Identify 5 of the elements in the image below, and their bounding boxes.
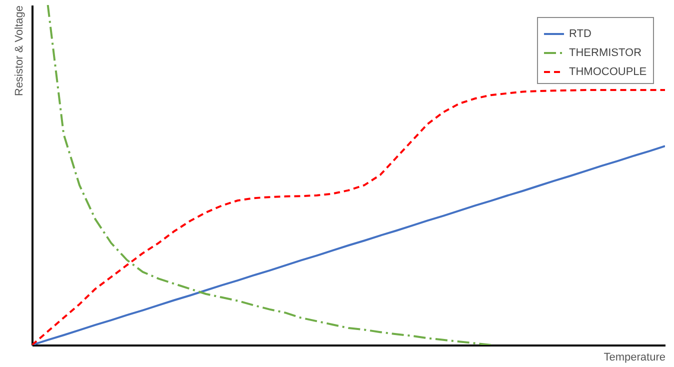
x-axis-title: Temperature [604,352,666,364]
legend-label: THERMISTOR [569,47,642,59]
legend-label: RTD [569,28,592,40]
legend-label: THMOCOUPLE [569,66,647,78]
y-axis-title: Resistor & Voltage [14,6,26,96]
